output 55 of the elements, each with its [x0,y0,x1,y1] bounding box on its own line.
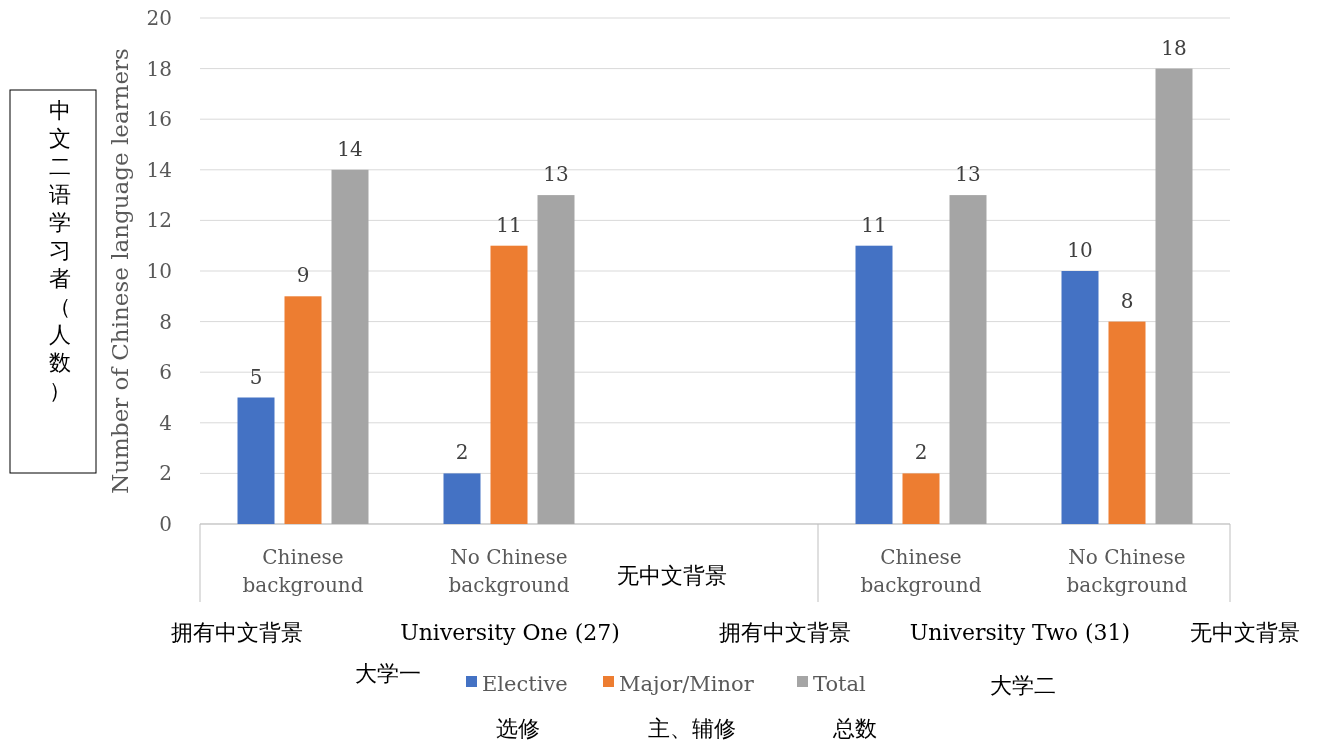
bar [331,169,369,524]
x-tick-label: Chinese background [242,545,364,597]
data-label: 13 [543,162,569,187]
y-tick-label: 2 [159,461,172,486]
text: 大学二 [990,673,1056,698]
x-tick-label: No Chinese background [448,545,570,597]
bar [902,473,940,524]
y-tick-label: 4 [159,410,172,435]
text: 大学一 [355,661,421,686]
data-label: 10 [1067,238,1093,262]
text: University One (27) [400,620,620,645]
legend-label: Major/Minor [619,672,755,696]
y-tick-label: 8 [159,309,172,334]
y-tick-label: 6 [159,360,172,385]
data-label: 11 [861,212,887,237]
x-tick-label: No Chinese background [1066,545,1188,597]
data-label: 2 [914,440,928,465]
data-label: 8 [1120,288,1134,313]
y-tick-label: 14 [146,157,172,182]
y-tick-label: 20 [146,6,172,30]
bar [1155,68,1193,524]
text: 拥有中文背景 [171,620,303,645]
text: 总数 [832,716,877,741]
y-tick-label: 12 [146,208,172,233]
bar [949,195,987,524]
bar [1108,321,1146,524]
bar [237,397,275,524]
data-label: 18 [1161,35,1187,60]
bar [284,296,322,524]
y-axis-title: Number of Chinese language learners [107,48,133,494]
y-tick-label: 0 [159,512,172,536]
y-tick-label: 16 [146,107,172,132]
data-label: 13 [955,162,981,187]
bar [537,195,575,524]
data-label: 2 [455,440,469,465]
y-tick-label: 10 [146,259,172,283]
bar [855,245,893,524]
x-tick-label: Chinese background [860,545,982,597]
y-tick-label: 18 [146,56,172,81]
text: 选修 [496,716,540,741]
bar [490,245,528,524]
text: 无中文背景 [1190,620,1300,645]
text: 拥有中文背景 [719,620,851,645]
text: 中文二语学习者（人数） [49,98,71,403]
data-label: 9 [296,263,310,288]
text: University Two (31) [909,620,1131,645]
data-label: 11 [496,212,522,237]
legend-label: Elective [482,672,568,696]
text: 主、辅修 [648,716,736,741]
data-label: 14 [337,136,363,161]
bar [443,473,481,524]
data-label: 5 [249,364,263,389]
text: 无中文背景 [617,563,727,588]
legend-label: Total [813,672,866,696]
bar [1061,271,1099,524]
